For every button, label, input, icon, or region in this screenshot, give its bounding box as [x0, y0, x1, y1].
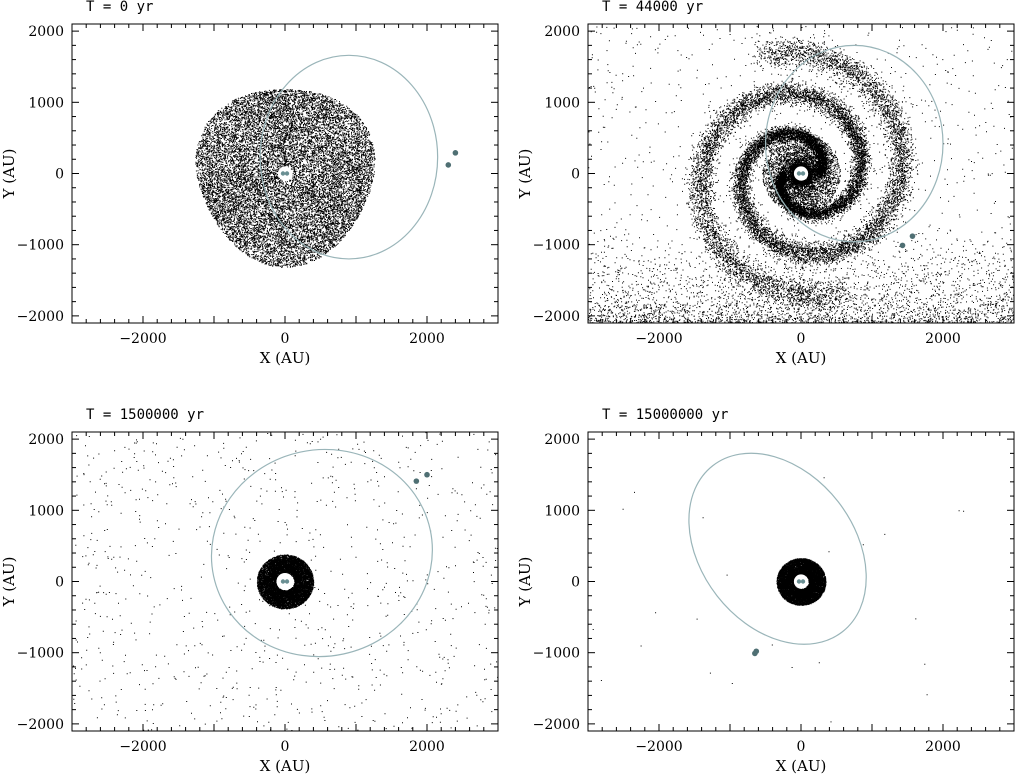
x-tick-label: −2000 — [119, 331, 166, 347]
binary-star-marker — [284, 579, 290, 584]
y-tick-label: 1000 — [544, 95, 580, 111]
y-tick-label: 2000 — [28, 432, 64, 448]
x-tick-label: 2000 — [925, 739, 961, 755]
x-tick-label: 2000 — [409, 739, 445, 755]
x-tick-label: 2000 — [409, 331, 445, 347]
y-tick-label: −1000 — [533, 646, 580, 662]
y-tick-label: −2000 — [17, 309, 64, 325]
y-axis-label: Y (AU) — [0, 149, 18, 200]
particle-cloud — [592, 477, 965, 723]
y-tick-label: 1000 — [544, 503, 580, 519]
companion-orbit — [688, 452, 867, 645]
binary-star-marker — [280, 171, 286, 176]
binary-star-marker — [796, 579, 802, 584]
y-tick-label: 2000 — [28, 24, 64, 40]
x-axis-label: X (AU) — [776, 349, 827, 367]
x-tick-label: 0 — [797, 331, 806, 347]
panel-2: −2000 0 2000 −2000 −1000 0 1000 2000 X (AU) Y (AU… — [516, 0, 1015, 367]
particle-cloud — [195, 89, 376, 268]
y-tick-label: 0 — [571, 167, 580, 183]
y-axis-label: Y (AU) — [0, 557, 18, 608]
y-tick-label: 1000 — [28, 503, 64, 519]
plot-area — [588, 24, 1014, 323]
y-tick-label: −1000 — [17, 646, 64, 662]
x-tick-label: 2000 — [925, 331, 961, 347]
companion-orbit — [210, 448, 433, 658]
companion-star-marker — [452, 150, 459, 156]
companion-star-marker — [909, 233, 916, 239]
x-tick-label: −2000 — [635, 331, 682, 347]
binary-star-marker — [800, 579, 806, 584]
panel-4: −2000 0 2000 −2000 −1000 0 1000 2000 X (AU) Y (AU… — [516, 407, 1015, 775]
companion-orbit — [764, 44, 944, 243]
y-tick-label: 0 — [55, 575, 64, 591]
companion-star-marker — [424, 471, 430, 478]
panel-1: −2000 0 2000 −2000 −1000 0 1000 2000 X (AU) Y (AU… — [0, 0, 499, 367]
y-axis-label: Y (AU) — [516, 149, 534, 200]
y-tick-label: 0 — [55, 167, 64, 183]
y-tick-label: 2000 — [544, 432, 580, 448]
panel-3: −2000 0 2000 −2000 −1000 0 1000 2000 X (AU) Y (AU… — [0, 407, 499, 775]
y-tick-label: −2000 — [533, 717, 580, 733]
y-tick-label: −2000 — [17, 717, 64, 733]
panel-title: T = 1500000 yr — [86, 407, 204, 423]
companion-orbit — [259, 54, 439, 260]
binary-star-marker — [280, 579, 286, 584]
companion-star-marker — [445, 162, 452, 168]
x-axis-label: X (AU) — [260, 349, 311, 367]
panel-title: T = 44000 yr — [602, 0, 703, 15]
x-tick-label: 0 — [797, 739, 806, 755]
panel-title: T = 0 yr — [86, 0, 153, 15]
x-axis-label: X (AU) — [260, 757, 311, 775]
y-tick-label: −1000 — [17, 238, 64, 254]
companion-star-marker — [899, 242, 906, 249]
binary-star-marker — [800, 171, 806, 176]
y-tick-label: −1000 — [533, 238, 580, 254]
panel-title: T = 15000000 yr — [602, 407, 728, 423]
plot-area — [73, 432, 498, 731]
x-tick-label: −2000 — [119, 739, 166, 755]
x-tick-label: 0 — [281, 331, 290, 347]
companion-star-marker — [413, 478, 420, 484]
plot-area — [592, 452, 965, 723]
y-tick-label: 2000 — [544, 24, 580, 40]
plot-area — [195, 54, 459, 268]
x-axis-label: X (AU) — [776, 757, 827, 775]
x-tick-label: 0 — [281, 739, 290, 755]
y-axis-label: Y (AU) — [516, 557, 534, 608]
y-tick-label: −2000 — [533, 309, 580, 325]
binary-star-marker — [796, 171, 802, 176]
y-tick-label: 1000 — [28, 95, 64, 111]
binary-star-marker — [284, 171, 290, 176]
x-tick-label: −2000 — [635, 739, 682, 755]
companion-star-marker — [753, 648, 760, 655]
y-tick-label: 0 — [571, 575, 580, 591]
